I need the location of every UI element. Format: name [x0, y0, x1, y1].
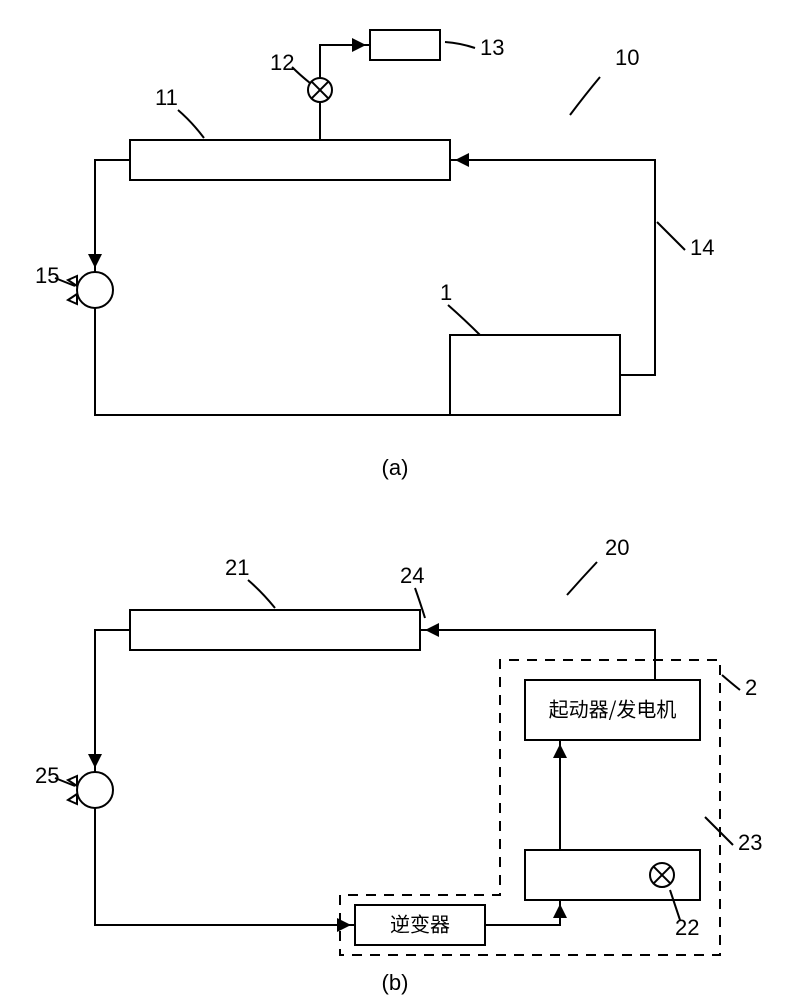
ref-21-leader	[248, 580, 275, 608]
pump-25	[77, 772, 113, 808]
arrowhead	[88, 754, 102, 768]
ref-14-leader	[657, 222, 685, 250]
ref-13-label: 13	[480, 35, 504, 60]
ref-23-label: 23	[738, 830, 762, 855]
pipe-2	[95, 808, 355, 925]
ref-15-label: 15	[35, 263, 59, 288]
ref-21-label: 21	[225, 555, 249, 580]
ref-10-leader	[570, 77, 600, 115]
ref-10-label: 10	[615, 45, 639, 70]
box-21	[130, 610, 420, 650]
caption-a: (a)	[382, 455, 409, 480]
ref-20-leader	[567, 562, 597, 595]
box-starter-generator-text: 起动器/发电机	[549, 693, 677, 722]
pipe-1	[95, 630, 130, 772]
arrowhead	[88, 254, 102, 268]
arrowhead	[455, 153, 469, 167]
ref-11-label: 11	[155, 85, 178, 110]
ref-2-leader	[722, 675, 740, 690]
ref-1-leader	[448, 305, 480, 335]
ref-20-label: 20	[605, 535, 629, 560]
arrowhead	[553, 904, 567, 918]
pipe-4	[320, 45, 370, 78]
arrowhead	[352, 38, 366, 52]
ref-1-label: 1	[440, 280, 452, 305]
ref-23-leader	[705, 817, 733, 845]
arrowhead	[425, 623, 439, 637]
pump-15	[77, 272, 113, 308]
box-inverter-text: 逆变器	[390, 908, 450, 937]
ref-12-label: 12	[270, 50, 294, 75]
arrowhead	[553, 744, 567, 758]
box-11	[130, 140, 450, 180]
diagram-canvas: 11 13 12 15 1 14 10 (a) 逆变器 起动器/发电机 21 25 23 22 24 20 2 (…	[0, 0, 798, 1000]
ref-24-label: 24	[400, 563, 424, 588]
pipe-2	[95, 308, 450, 415]
box-13	[370, 30, 440, 60]
pipe-3	[485, 900, 560, 925]
ref-13-leader	[445, 42, 475, 48]
ref-14-label: 14	[690, 235, 714, 260]
caption-b: (b)	[382, 970, 409, 995]
box-1	[450, 335, 620, 415]
ref-12-leader	[292, 67, 310, 83]
arrowhead	[337, 918, 351, 932]
ref-22-label: 22	[675, 915, 699, 940]
ref-11-leader	[178, 110, 204, 138]
pipe-0	[420, 630, 655, 680]
ref-25-label: 25	[35, 763, 59, 788]
ref-2-label: 2	[745, 675, 757, 700]
